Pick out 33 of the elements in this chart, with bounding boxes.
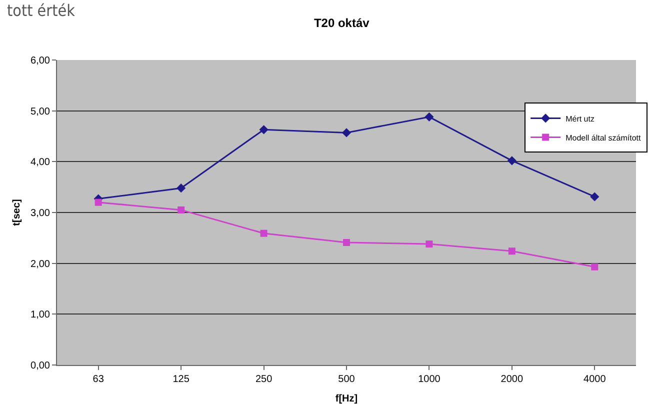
x-tick-label: 63 xyxy=(92,374,104,385)
point xyxy=(507,156,516,166)
y-tick-label: 3,00 xyxy=(30,208,50,219)
point xyxy=(426,240,433,248)
point xyxy=(590,192,600,202)
x-tick-label: 500 xyxy=(338,374,356,385)
x-tick-label: 4000 xyxy=(584,374,606,385)
x-tick-label: 1000 xyxy=(418,374,441,385)
x-tick-label: 250 xyxy=(255,374,273,385)
x-tick-label: 2000 xyxy=(500,374,524,385)
legend-label: Mért utz xyxy=(566,114,594,124)
y-tick-label: 1,00 xyxy=(30,310,50,321)
point xyxy=(176,184,186,193)
point xyxy=(591,263,598,270)
point xyxy=(94,198,102,206)
point xyxy=(342,128,352,138)
y-tick-label: 5,00 xyxy=(30,106,50,118)
point xyxy=(508,248,516,255)
y-axis-title: t[sec] xyxy=(12,199,23,226)
y-tick-label: 6,00 xyxy=(30,56,50,66)
y-tick-label: 2,00 xyxy=(30,258,50,270)
point xyxy=(259,125,268,134)
text: tott érték xyxy=(7,1,76,20)
x-tick-label: 125 xyxy=(172,374,190,385)
legend-label: Modell által számított xyxy=(566,133,642,142)
y-tick-label: 0,00 xyxy=(30,360,50,372)
point xyxy=(424,112,434,122)
point xyxy=(260,230,268,237)
y-tick-label: 4,00 xyxy=(30,157,50,168)
point xyxy=(343,238,350,246)
x-axis-title: f[Hz] xyxy=(335,394,358,404)
chart-title: T20 oktáv xyxy=(314,16,370,30)
point xyxy=(178,206,185,214)
